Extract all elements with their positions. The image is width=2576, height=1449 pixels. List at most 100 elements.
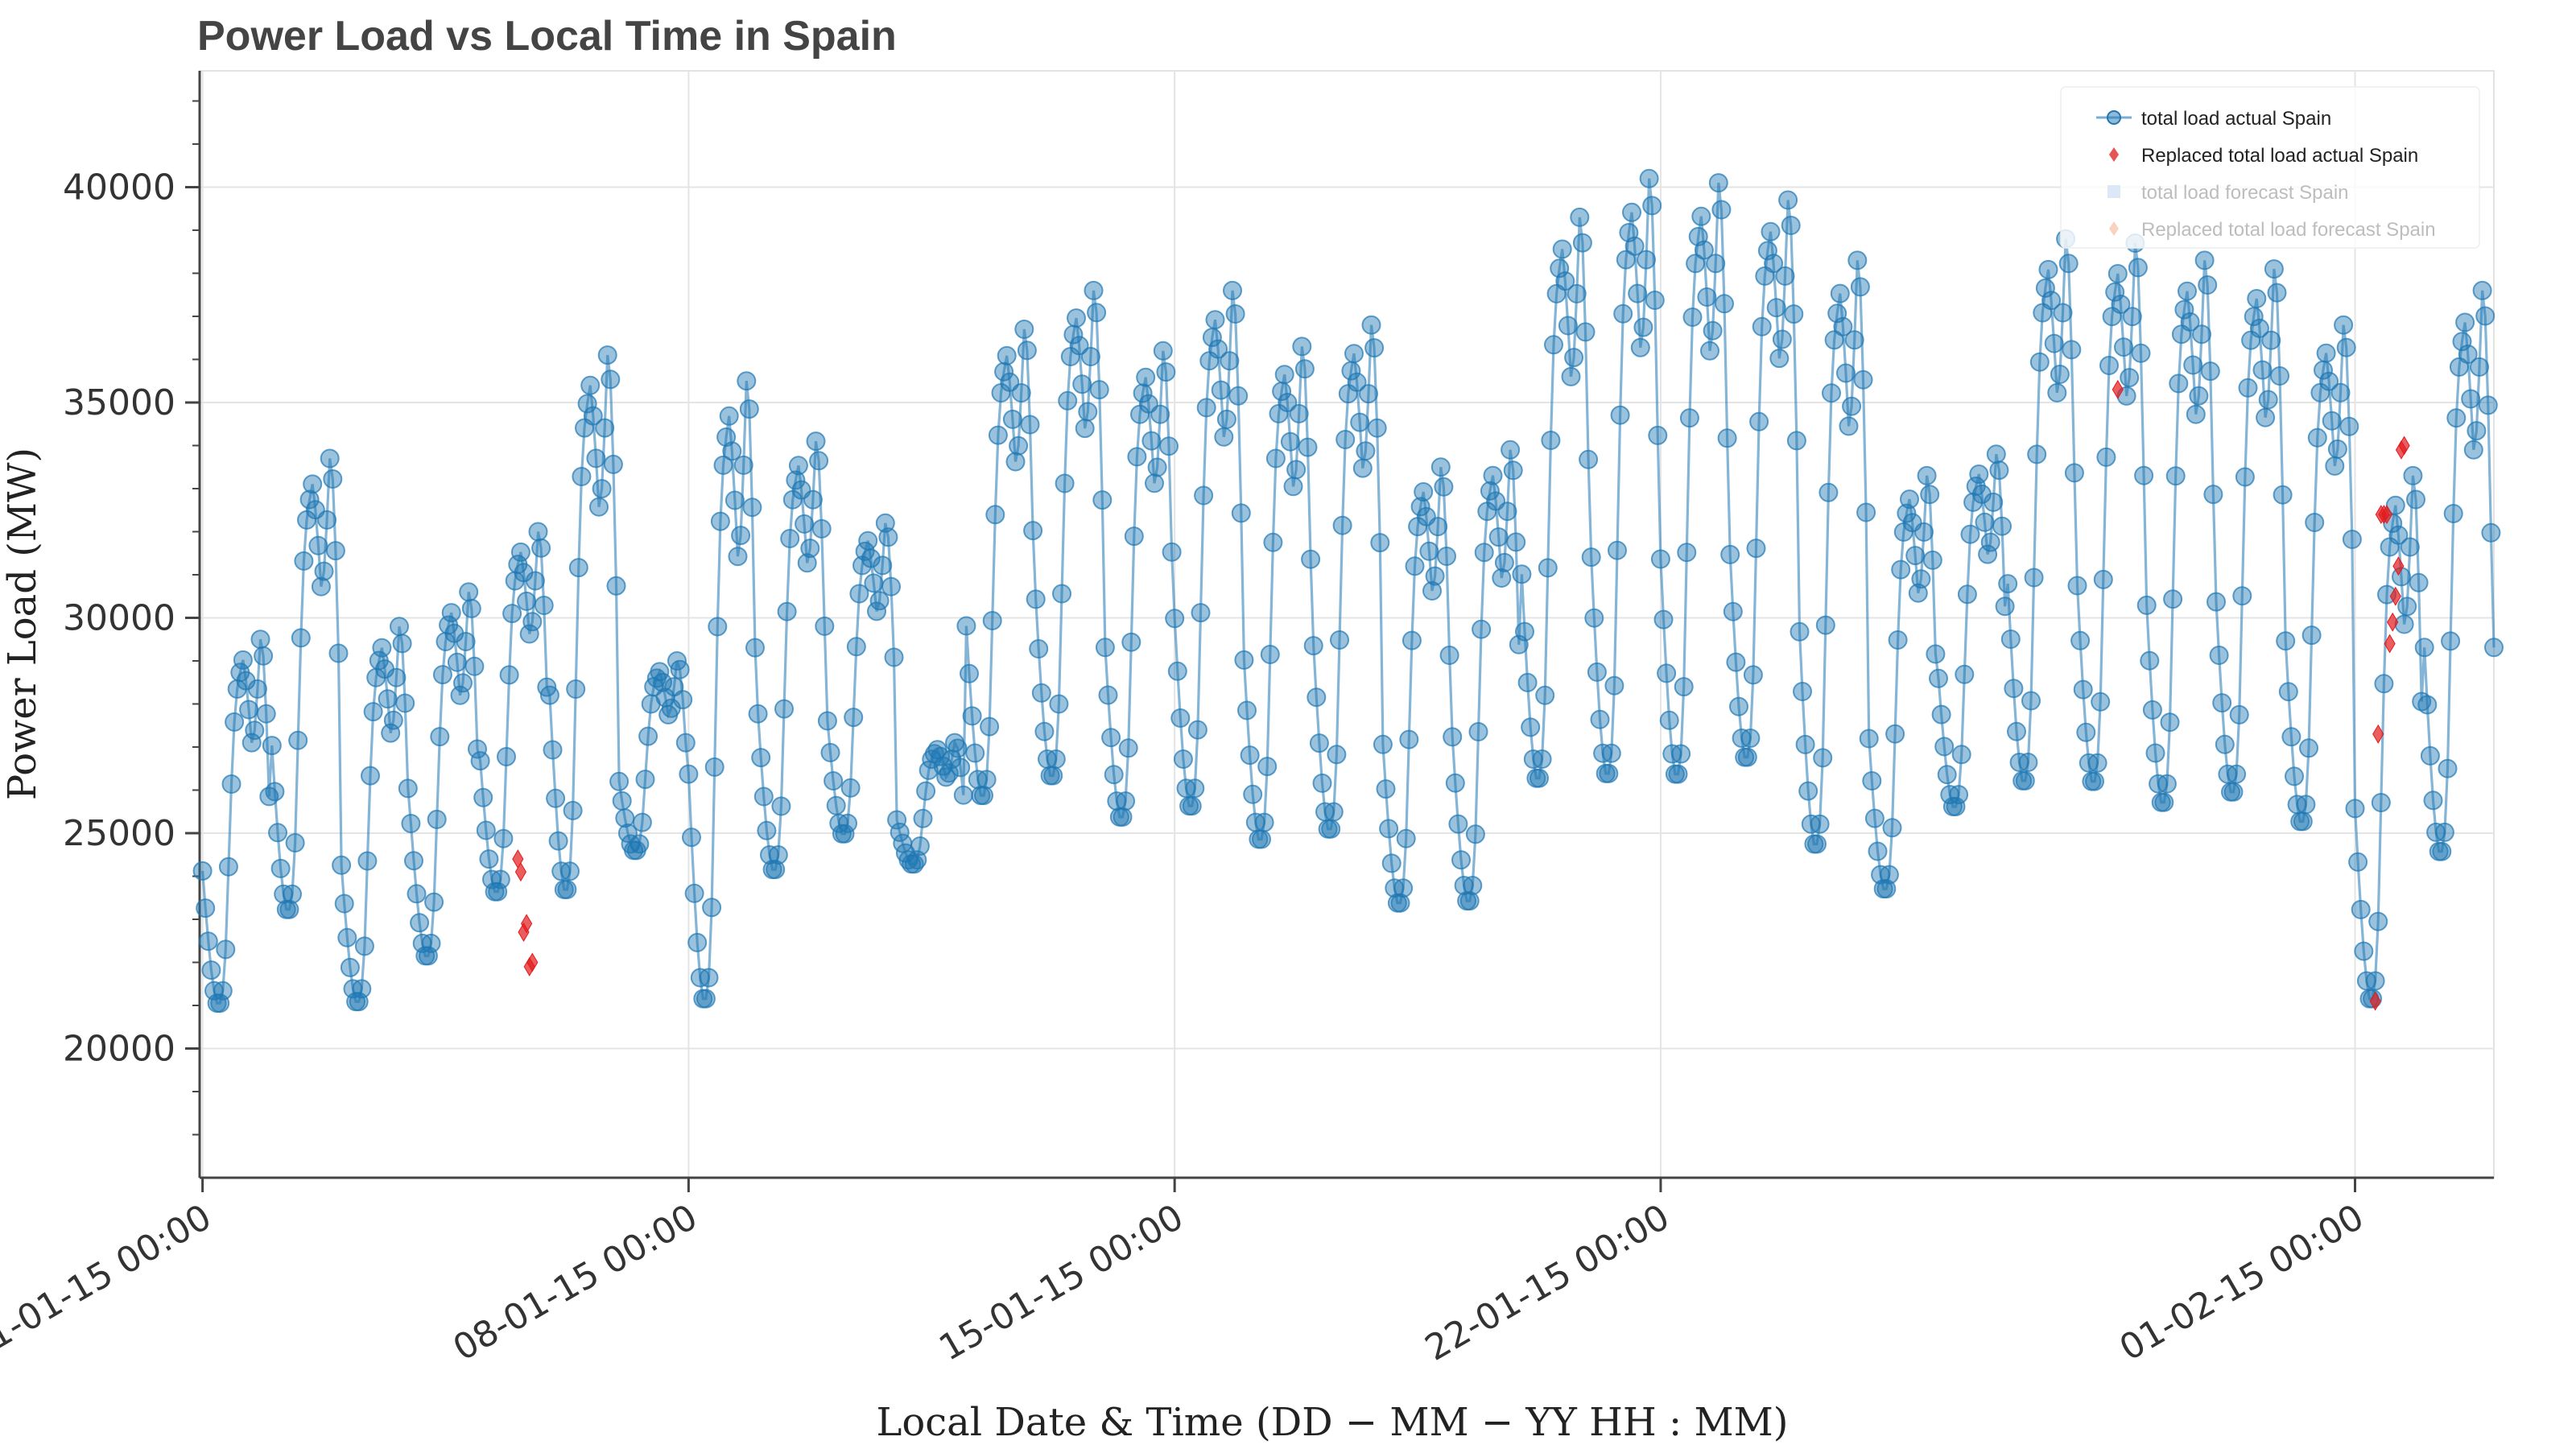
- data-point: [1517, 672, 1538, 692]
- data-point: [372, 638, 392, 658]
- data-point: [878, 527, 898, 547]
- data-point: [1613, 303, 1633, 324]
- data-point: [1104, 765, 1124, 785]
- data-point: [1711, 200, 1732, 220]
- data-point: [1567, 283, 1587, 303]
- data-point: [1465, 824, 1485, 844]
- data-point: [731, 526, 751, 546]
- data-point: [2420, 745, 2440, 766]
- data-point: [2050, 365, 2070, 384]
- data-point: [1807, 834, 1827, 854]
- data-point: [1367, 418, 1387, 438]
- data-point: [1419, 541, 1439, 561]
- data-point: [1691, 206, 1711, 226]
- data-point: [456, 632, 476, 651]
- data-point: [2371, 793, 2391, 812]
- data-point: [1223, 280, 1242, 300]
- y-tick-label: 30000: [63, 597, 175, 638]
- data-point: [1463, 876, 1483, 895]
- data-point: [1795, 734, 1815, 754]
- data-point: [1312, 773, 1332, 793]
- data-point: [682, 828, 701, 848]
- data-point: [1373, 734, 1393, 754]
- data-point: [221, 774, 242, 794]
- data-point: [233, 650, 253, 670]
- data-point: [809, 451, 829, 471]
- data-point: [1488, 527, 1509, 547]
- data-point: [1049, 694, 1069, 714]
- data-point: [1445, 773, 1465, 793]
- data-point: [1194, 485, 1214, 506]
- data-point: [453, 673, 473, 693]
- data-point: [1749, 411, 1769, 431]
- data-point: [965, 743, 985, 763]
- data-point: [325, 541, 345, 561]
- data-point: [2409, 572, 2429, 592]
- data-point: [2301, 625, 2322, 646]
- data-point: [1900, 489, 1919, 510]
- data-point: [1931, 704, 1951, 724]
- data-point: [1430, 457, 1451, 477]
- data-point: [722, 441, 742, 461]
- replaced-point: [2369, 991, 2381, 1011]
- data-point: [410, 913, 430, 933]
- data-point: [1029, 639, 1049, 658]
- data-point: [1989, 460, 2009, 481]
- data-point: [1020, 415, 1040, 435]
- data-point: [1376, 779, 1396, 799]
- data-point: [1911, 569, 1931, 589]
- data-point: [1575, 322, 1596, 342]
- data-point: [288, 730, 308, 750]
- data-point: [1005, 452, 1026, 472]
- data-point: [687, 932, 708, 952]
- data-point: [838, 813, 857, 833]
- data-point: [1650, 549, 1670, 569]
- data-point: [951, 758, 971, 778]
- data-point: [1307, 687, 1327, 708]
- data-point: [283, 884, 302, 904]
- data-point: [635, 770, 655, 790]
- data-point: [2252, 360, 2273, 380]
- data-point: [840, 778, 861, 798]
- data-point: [1601, 743, 1621, 763]
- data-point: [268, 823, 287, 843]
- data-point: [1208, 339, 1228, 359]
- data-point: [1882, 818, 1902, 838]
- data-point: [2342, 530, 2362, 549]
- data-point: [1905, 546, 1926, 566]
- data-point: [2015, 770, 2035, 791]
- data-point: [811, 518, 832, 539]
- data-point: [218, 857, 238, 877]
- data-point: [1633, 317, 1653, 337]
- data-point: [589, 497, 609, 517]
- data-point: [2215, 734, 2235, 754]
- data-point: [1289, 403, 1309, 423]
- data-point: [2093, 569, 2113, 589]
- data-point: [1483, 465, 1503, 485]
- data-point: [1671, 744, 1691, 764]
- data-point: [1740, 729, 1761, 748]
- x-tick-label: 01-01-15 00:00: [0, 1196, 218, 1368]
- data-point: [2154, 792, 2174, 812]
- data-point: [1159, 436, 1179, 456]
- data-point: [216, 939, 236, 960]
- data-point: [1459, 891, 1480, 911]
- data-point: [2134, 465, 2154, 485]
- data-point: [2400, 537, 2420, 557]
- data-point: [1608, 540, 1627, 560]
- data-point: [311, 576, 331, 597]
- data-point: [1084, 280, 1104, 300]
- data-point: [2406, 489, 2425, 510]
- data-point: [2446, 408, 2467, 428]
- data-point: [1335, 430, 1356, 449]
- data-point: [1399, 729, 1419, 749]
- data-point: [1992, 516, 2012, 536]
- data-point: [2417, 695, 2438, 715]
- data-point: [488, 881, 508, 902]
- data-point: [1031, 683, 1051, 703]
- data-point: [1530, 768, 1549, 788]
- data-point: [262, 736, 282, 756]
- data-point: [858, 530, 878, 551]
- data-point: [499, 665, 519, 685]
